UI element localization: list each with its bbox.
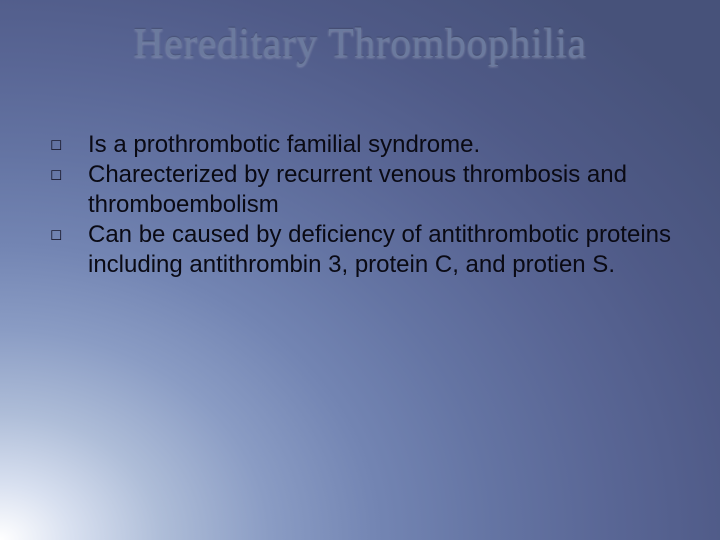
slide-title: Hereditary Thrombophilia [0,20,720,68]
bullet-marker-icon: ◻ [50,160,88,185]
bullet-item: ◻ Can be caused by deficiency of antithr… [50,220,680,280]
bullet-item: ◻ Is a prothrombotic familial syndrome. [50,130,680,160]
bullet-marker-icon: ◻ [50,130,88,155]
slide-body: ◻ Is a prothrombotic familial syndrome. … [50,130,680,280]
bullet-item: ◻ Charecterized by recurrent venous thro… [50,160,680,220]
bullet-marker-icon: ◻ [50,220,88,245]
slide: Hereditary Thrombophilia ◻ Is a prothrom… [0,0,720,540]
bullet-text: Can be caused by deficiency of antithrom… [88,220,680,280]
bullet-text: Is a prothrombotic familial syndrome. [88,130,680,160]
bullet-text: Charecterized by recurrent venous thromb… [88,160,680,220]
